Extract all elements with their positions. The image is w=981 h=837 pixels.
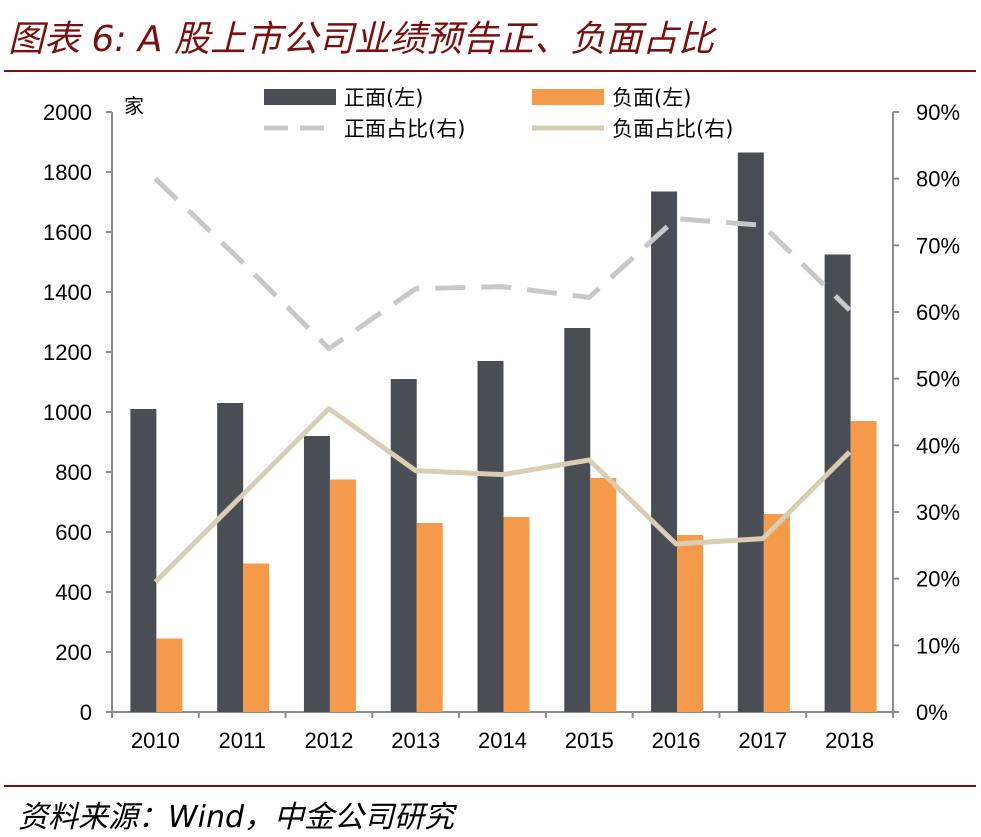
right-tick-label: 90% [916, 100, 960, 125]
line-marks [153, 176, 852, 584]
x-tick-label: 2015 [565, 728, 614, 753]
positive-bar [217, 403, 244, 712]
negative-bar [243, 563, 270, 712]
left-tick-label: 1200 [43, 340, 92, 365]
chart-axes: 0 200 400 600 800 1000 1200 1400 1600 1800 2000 0% 1… [43, 94, 960, 753]
x-tick-label: 2013 [391, 728, 440, 753]
legend-swatch [532, 89, 604, 105]
chart-legend: 正面(左) 负面(左) 正面占比(右) 负面占比(右) [264, 86, 733, 141]
negative-bar [763, 514, 790, 712]
left-tick-label: 200 [55, 640, 92, 665]
x-tick-label: 2012 [304, 728, 353, 753]
left-axis-unit: 家 [124, 94, 144, 118]
negative-bar [503, 517, 530, 712]
left-tick-label: 1600 [43, 220, 92, 245]
right-tick-label: 70% [916, 233, 960, 258]
x-tick-label: 2011 [219, 728, 266, 753]
positive-bar [824, 254, 851, 712]
left-tick-label: 1400 [43, 280, 92, 305]
chart-title: 图表 6: A 股上市公司业绩预告正、负面占比 [8, 19, 714, 60]
right-tick-label: 60% [916, 300, 960, 325]
x-tick-label: 2018 [825, 728, 874, 753]
negative-bar [156, 638, 183, 712]
source-note: 资料来源：Wind，中金公司研究 [18, 800, 455, 835]
bar-marks [130, 152, 877, 712]
x-tick-label: 2014 [478, 728, 527, 753]
positive-bar [651, 191, 678, 712]
x-tick-label: 2017 [738, 728, 787, 753]
right-tick-label: 50% [916, 367, 960, 392]
right-tick-label: 30% [916, 500, 960, 525]
left-tick-label: 800 [55, 460, 92, 485]
left-tick-label: 2000 [43, 100, 92, 125]
legend-label: 正面占比(右) [344, 117, 465, 141]
left-tick-label: 0 [80, 700, 92, 725]
left-tick-label: 1800 [43, 160, 92, 185]
positive-bar [303, 436, 330, 712]
legend-label: 负面占比(右) [612, 117, 733, 141]
positive-bar [390, 379, 417, 712]
left-tick-label: 400 [55, 580, 92, 605]
legend-label: 负面(左) [612, 86, 691, 110]
negative-bar [416, 523, 443, 712]
positive-bar [130, 409, 157, 712]
left-tick-label: 600 [55, 520, 92, 545]
right-tick-label: 10% [916, 633, 960, 658]
source-rule [4, 785, 976, 787]
right-tick-label: 80% [916, 167, 960, 192]
right-tick-label: 40% [916, 433, 960, 458]
positive-bar [737, 152, 764, 712]
title-rule [4, 70, 976, 72]
right-tick-label: 0% [916, 700, 948, 725]
x-tick-label: 2010 [131, 728, 180, 753]
x-tick-label: 2016 [652, 728, 701, 753]
legend-label: 正面(左) [344, 86, 423, 110]
left-tick-label: 1000 [43, 400, 92, 425]
negative-bar [329, 479, 356, 712]
positive-bar [564, 328, 591, 712]
negative-bar [677, 535, 704, 712]
negative-bar [850, 421, 877, 712]
legend-swatch [264, 89, 336, 105]
positive-bar [477, 361, 504, 712]
right-tick-label: 20% [916, 567, 960, 592]
negative-bar [590, 478, 617, 712]
